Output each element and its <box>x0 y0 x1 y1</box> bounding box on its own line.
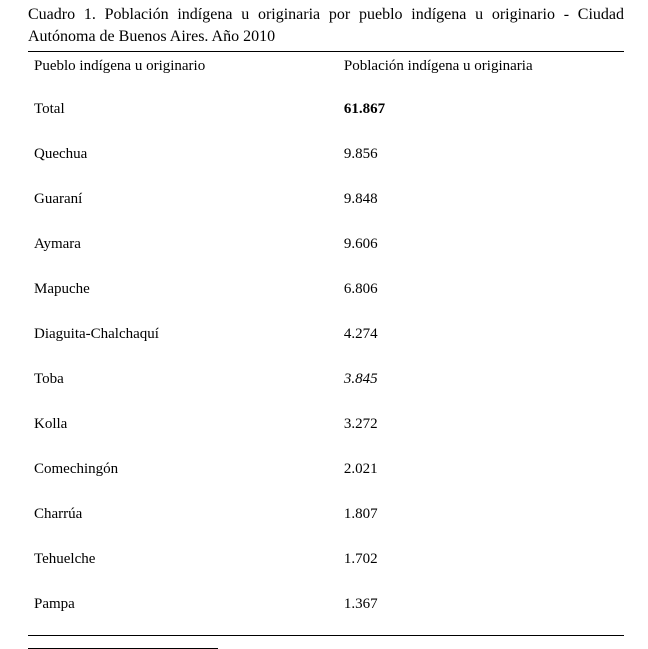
cell-label: Total <box>28 93 338 138</box>
cell-value: 6.806 <box>338 273 624 318</box>
cell-label: Kolla <box>28 408 338 453</box>
table-row: Diaguita-Chalchaquí4.274 <box>28 318 624 363</box>
cell-label: Charrúa <box>28 498 338 543</box>
cell-value: 61.867 <box>338 93 624 138</box>
cell-label: Pampa <box>28 588 338 633</box>
cell-value: 1.807 <box>338 498 624 543</box>
cell-label: Toba <box>28 363 338 408</box>
population-table: Pueblo indígena u originario Población i… <box>28 51 624 633</box>
cell-value: 2.021 <box>338 453 624 498</box>
header-col-poblacion: Población indígena u originaria <box>338 52 624 94</box>
cell-value: 3.272 <box>338 408 624 453</box>
table-caption: Cuadro 1. Población indígena u originari… <box>28 0 624 51</box>
cell-label: Mapuche <box>28 273 338 318</box>
cell-value: 9.606 <box>338 228 624 273</box>
cell-label: Comechingón <box>28 453 338 498</box>
cell-label: Aymara <box>28 228 338 273</box>
cell-value: 9.856 <box>338 138 624 183</box>
table-row: Tehuelche1.702 <box>28 543 624 588</box>
table-row: Quechua9.856 <box>28 138 624 183</box>
cell-value: 3.845 <box>338 363 624 408</box>
header-col-pueblo: Pueblo indígena u originario <box>28 52 338 94</box>
cell-value: 1.367 <box>338 588 624 633</box>
table-row: Pampa1.367 <box>28 588 624 633</box>
table-header-row: Pueblo indígena u originario Población i… <box>28 52 624 94</box>
cell-label: Guaraní <box>28 183 338 228</box>
cell-label: Tehuelche <box>28 543 338 588</box>
table-row: Comechingón2.021 <box>28 453 624 498</box>
cell-value: 9.848 <box>338 183 624 228</box>
cell-value: 1.702 <box>338 543 624 588</box>
cell-label: Quechua <box>28 138 338 183</box>
cell-label: Diaguita-Chalchaquí <box>28 318 338 363</box>
table-row: Kolla3.272 <box>28 408 624 453</box>
cell-value: 4.274 <box>338 318 624 363</box>
table-row: Mapuche6.806 <box>28 273 624 318</box>
table-row: Aymara9.606 <box>28 228 624 273</box>
table-bottom-rule <box>28 635 624 636</box>
table-row: Charrúa1.807 <box>28 498 624 543</box>
table-row-total: Total 61.867 <box>28 93 624 138</box>
table-row: Toba3.845 <box>28 363 624 408</box>
page: Cuadro 1. Población indígena u originari… <box>0 0 648 625</box>
table-body: Total 61.867 Quechua9.856Guaraní9.848Aym… <box>28 93 624 633</box>
table-row: Guaraní9.848 <box>28 183 624 228</box>
